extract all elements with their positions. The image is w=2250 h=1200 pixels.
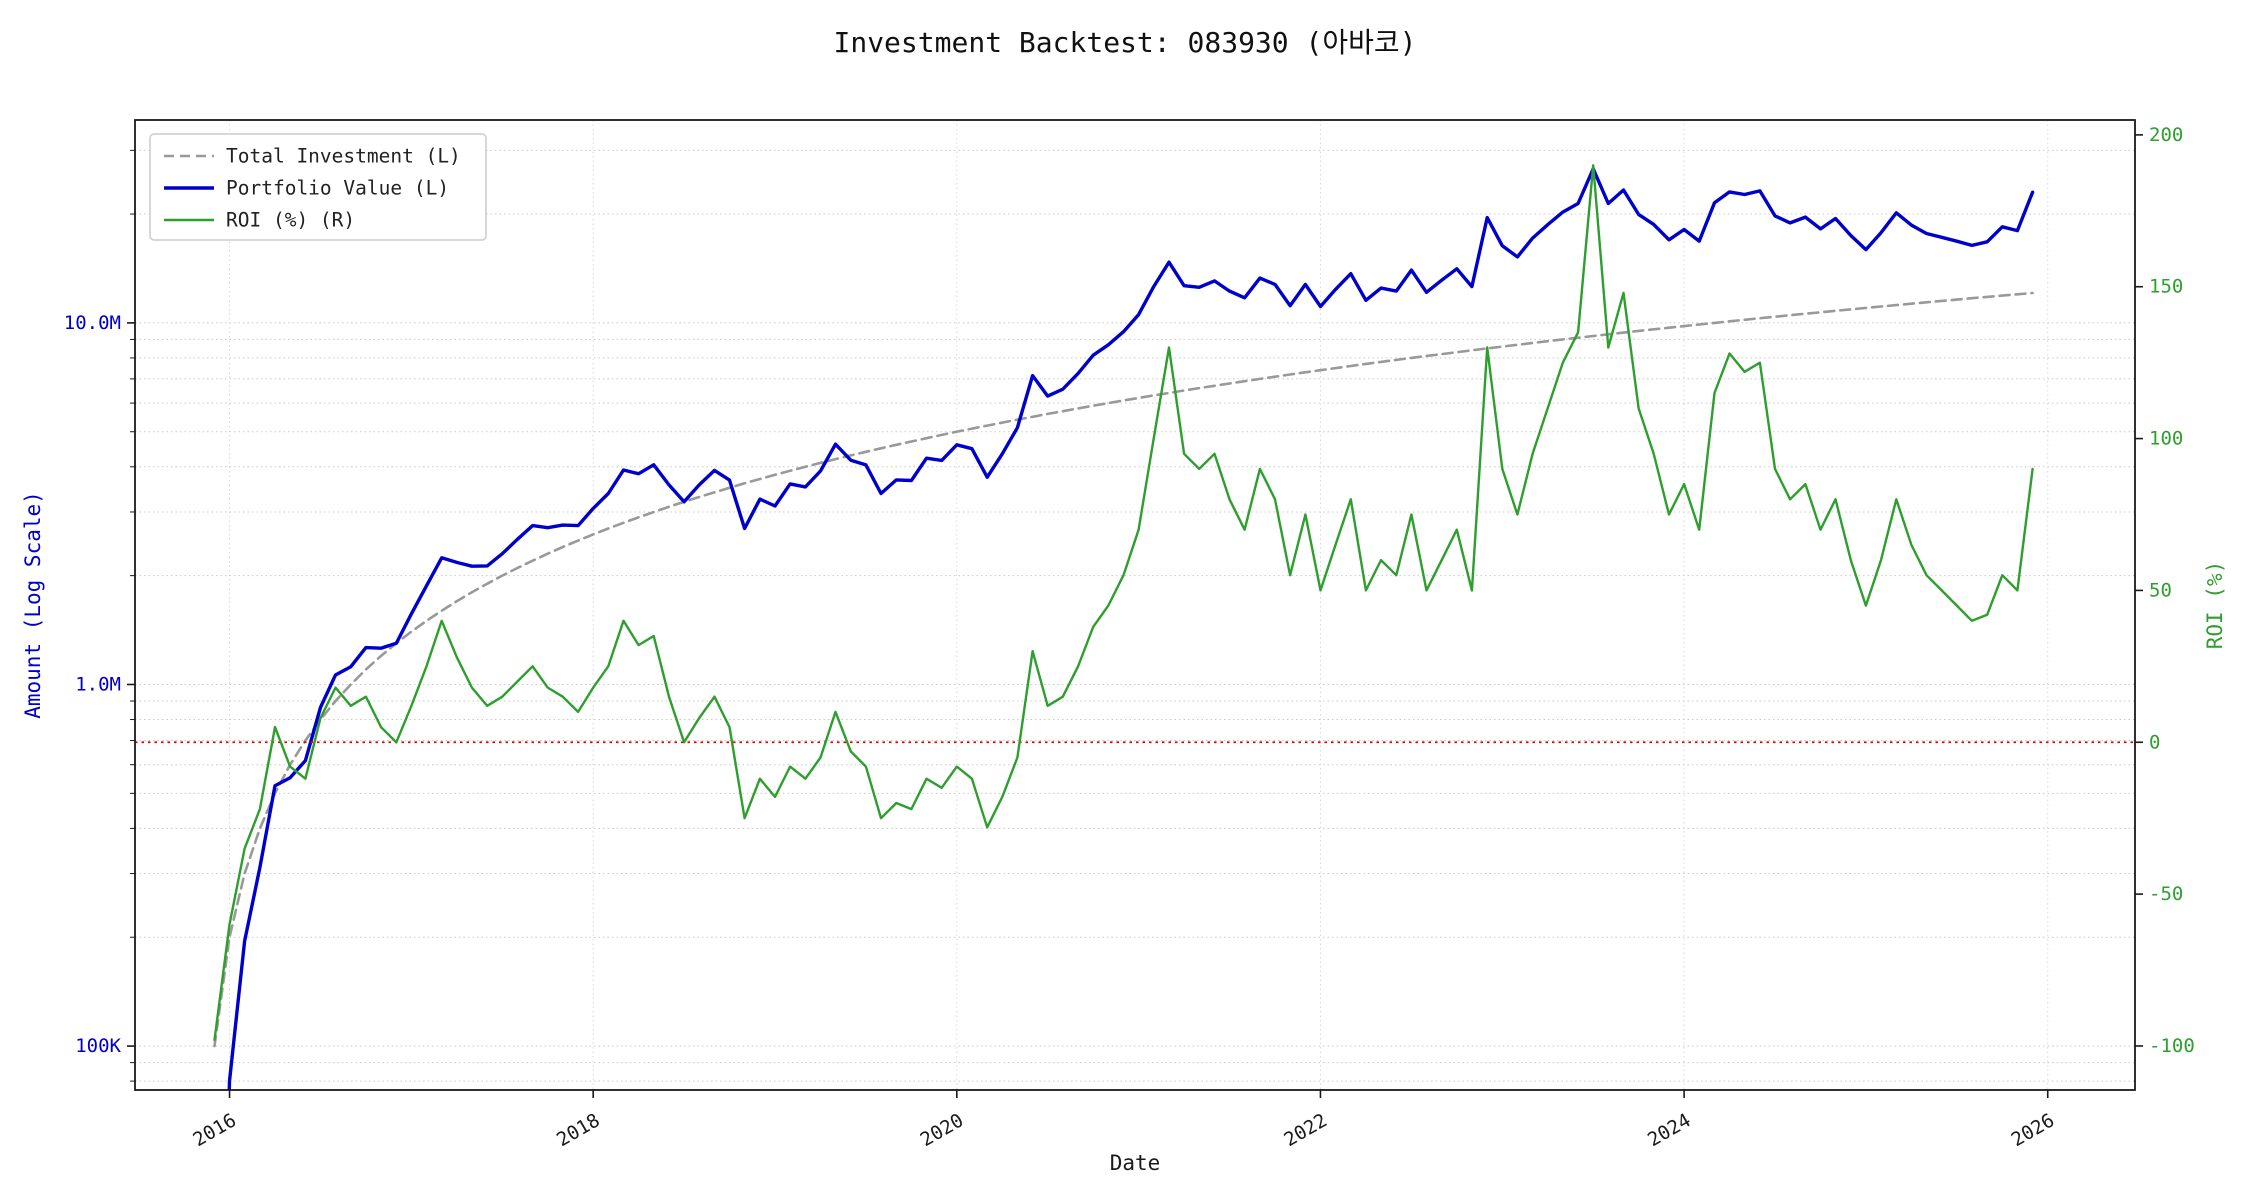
right-tick-label: 100 — [2149, 428, 2183, 450]
x-axis-label: Date — [1110, 1151, 1161, 1175]
x-tick-label: 2022 — [1280, 1109, 1331, 1151]
x-tick-label: 2016 — [189, 1109, 240, 1151]
series-total-investment-l-line — [213, 291, 2034, 1048]
series-roi-r-line — [213, 164, 2034, 1042]
legend-box — [149, 133, 487, 241]
x-tick-label: 2018 — [553, 1109, 604, 1151]
gridlines — [135, 120, 2135, 1090]
x-tick-label: 2024 — [1644, 1109, 1695, 1151]
legend-item: ROI (%) (R) — [164, 209, 355, 232]
right-tick-label: 50 — [2149, 579, 2172, 601]
legend-item: Portfolio Value (L) — [164, 177, 449, 200]
left-tick-label: 10.0M — [64, 312, 121, 334]
series-lines — [135, 164, 2135, 1090]
axis-ticks: 100K 1.0M 10.0M -100 -50 0 50 100 150 200 2016 2018… — [64, 124, 2195, 1151]
right-tick-label: 150 — [2149, 276, 2183, 298]
left-tick-label: 100K — [75, 1035, 121, 1057]
legend: Total Investment (L) Portfolio Value (L) R… — [149, 133, 487, 241]
right-tick-label: -100 — [2149, 1035, 2195, 1057]
plot-border — [134, 119, 2136, 1091]
series-portfolio-value-l-line — [227, 167, 2035, 1090]
left-axis-label: Amount (Log Scale) — [21, 491, 45, 719]
right-tick-label: 0 — [2149, 731, 2160, 753]
legend-item-label: Total Investment (L) — [226, 145, 461, 168]
legend-item: Total Investment (L) — [164, 145, 461, 168]
plot-area: 100K 1.0M 10.0M -100 -50 0 50 100 150 200 2016 2018… — [64, 119, 2195, 1151]
left-tick-label: 1.0M — [75, 673, 121, 695]
right-tick-label: 200 — [2149, 124, 2183, 146]
chart-title: Investment Backtest: 083930 (아바코) — [833, 26, 1416, 59]
legend-item-label: ROI (%) (R) — [226, 209, 355, 232]
x-tick-label: 2026 — [2008, 1109, 2059, 1151]
legend-item-label: Portfolio Value (L) — [226, 177, 449, 200]
x-tick-label: 2020 — [917, 1109, 968, 1151]
right-axis-label: ROI (%) — [2203, 561, 2227, 650]
right-tick-label: -50 — [2149, 883, 2183, 905]
